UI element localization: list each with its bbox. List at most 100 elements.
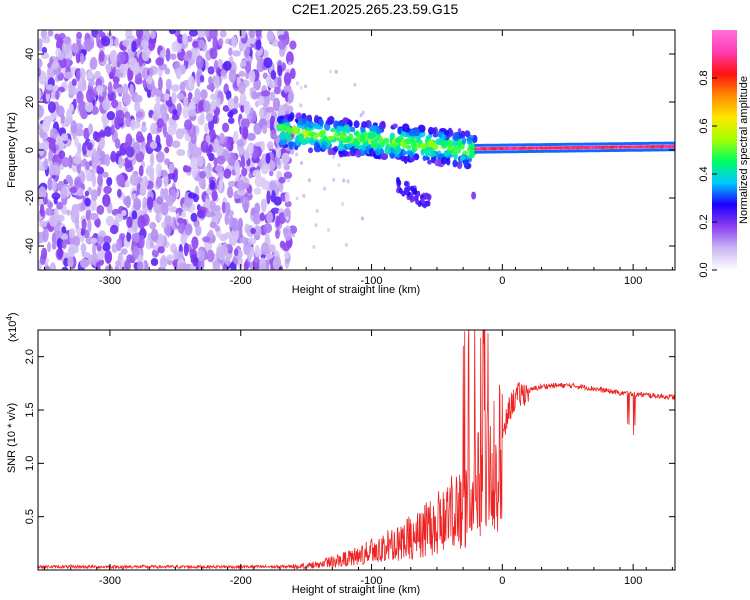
- signal-blob: [291, 126, 297, 135]
- noise-blob: [208, 229, 214, 239]
- noise-blob: [58, 150, 66, 160]
- signal-blob: [379, 136, 384, 144]
- noise-blob: [188, 30, 198, 37]
- noise-blob: [158, 76, 163, 91]
- signal-blob: [410, 138, 416, 143]
- noise-blob: [125, 133, 133, 148]
- signal-blob: [315, 132, 322, 137]
- noise-blob: [259, 257, 267, 270]
- noise-blob: [252, 212, 262, 225]
- signal-blob: [367, 133, 376, 140]
- noise-blob: [272, 256, 282, 270]
- noise-blob: [157, 246, 165, 254]
- signal-blob: [279, 131, 286, 141]
- noise-blob: [68, 85, 77, 96]
- spectrogram-plot: [38, 30, 675, 270]
- noise-blob: [168, 162, 175, 174]
- noise-blob: [44, 35, 51, 44]
- noise-blob: [97, 131, 106, 138]
- noise-blob: [283, 72, 292, 86]
- noise-blob: [122, 39, 130, 47]
- noise-blob: [240, 104, 245, 113]
- signal-blob: [428, 151, 436, 158]
- noise-speck: [299, 103, 303, 108]
- noise-blob: [116, 174, 125, 187]
- noise-blob: [248, 70, 256, 83]
- noise-blob: [165, 194, 174, 207]
- noise-blob: [194, 124, 200, 137]
- noise-blob: [95, 150, 101, 162]
- signal-blob: [285, 133, 291, 141]
- spectrogram-xlabel: Height of straight line (km): [292, 284, 420, 296]
- noise-blob: [190, 48, 198, 60]
- noise-blob: [171, 91, 177, 105]
- noise-blob: [52, 61, 59, 70]
- noise-blob: [166, 224, 171, 238]
- signal-blob: [309, 139, 315, 146]
- noise-blob: [199, 75, 205, 83]
- noise-blob: [216, 145, 224, 155]
- signal-blob: [446, 139, 454, 147]
- signal-blob: [302, 117, 307, 125]
- noise-blob: [246, 132, 256, 141]
- noise-blob: [169, 53, 177, 60]
- noise-blob: [53, 196, 58, 205]
- noise-blob: [230, 228, 240, 241]
- noise-blob: [110, 150, 117, 163]
- noise-blob: [56, 201, 63, 210]
- noise-blob: [74, 216, 80, 230]
- noise-blob: [104, 126, 113, 137]
- noise-blob: [171, 84, 180, 92]
- noise-blob: [84, 197, 91, 207]
- noise-blob: [126, 216, 133, 229]
- signal-tail-blob: [404, 188, 409, 195]
- noise-blob: [90, 237, 98, 244]
- noise-blob: [212, 114, 218, 124]
- noise-blob: [166, 254, 174, 261]
- signal-blob: [462, 136, 466, 145]
- signal-blob: [427, 139, 435, 148]
- noise-blob: [240, 60, 247, 68]
- noise-blob: [85, 161, 90, 171]
- noise-blob: [183, 242, 189, 257]
- noise-speck: [342, 178, 346, 183]
- noise-blob: [92, 243, 97, 256]
- noise-blob: [252, 110, 257, 123]
- noise-blob: [222, 105, 230, 112]
- noise-speck: [299, 85, 303, 90]
- noise-blob: [243, 47, 250, 59]
- signal-blob: [313, 141, 319, 148]
- noise-blob: [225, 142, 231, 150]
- signal-blob: [460, 143, 465, 150]
- noise-blob: [38, 67, 41, 77]
- noise-blob: [102, 235, 112, 244]
- noise-blob: [227, 186, 234, 199]
- noise-blob: [116, 238, 122, 252]
- noise-blob: [212, 36, 218, 50]
- noise-speck: [329, 69, 333, 74]
- noise-blob: [65, 174, 72, 183]
- noise-blob: [214, 59, 219, 70]
- signal-blob: [361, 121, 368, 128]
- noise-blob: [290, 68, 296, 80]
- noise-blob: [190, 167, 199, 174]
- noise-blob: [47, 177, 53, 191]
- noise-blob: [200, 89, 208, 100]
- noise-blob: [49, 163, 54, 178]
- noise-blob: [106, 111, 116, 121]
- noise-blob: [189, 143, 198, 157]
- noise-blob: [55, 225, 61, 232]
- signal-blob: [402, 150, 408, 155]
- noise-blob: [112, 75, 120, 84]
- noise-blob: [289, 40, 297, 50]
- noise-blob: [199, 170, 206, 179]
- signal-blob: [320, 129, 326, 136]
- noise-blob: [240, 118, 250, 129]
- noise-blob: [49, 262, 57, 270]
- snr-series-line: [38, 330, 675, 570]
- noise-blob: [68, 103, 74, 112]
- noise-blob: [176, 92, 185, 100]
- noise-blob: [40, 30, 48, 39]
- noise-blob: [265, 152, 271, 164]
- noise-blob: [263, 223, 273, 234]
